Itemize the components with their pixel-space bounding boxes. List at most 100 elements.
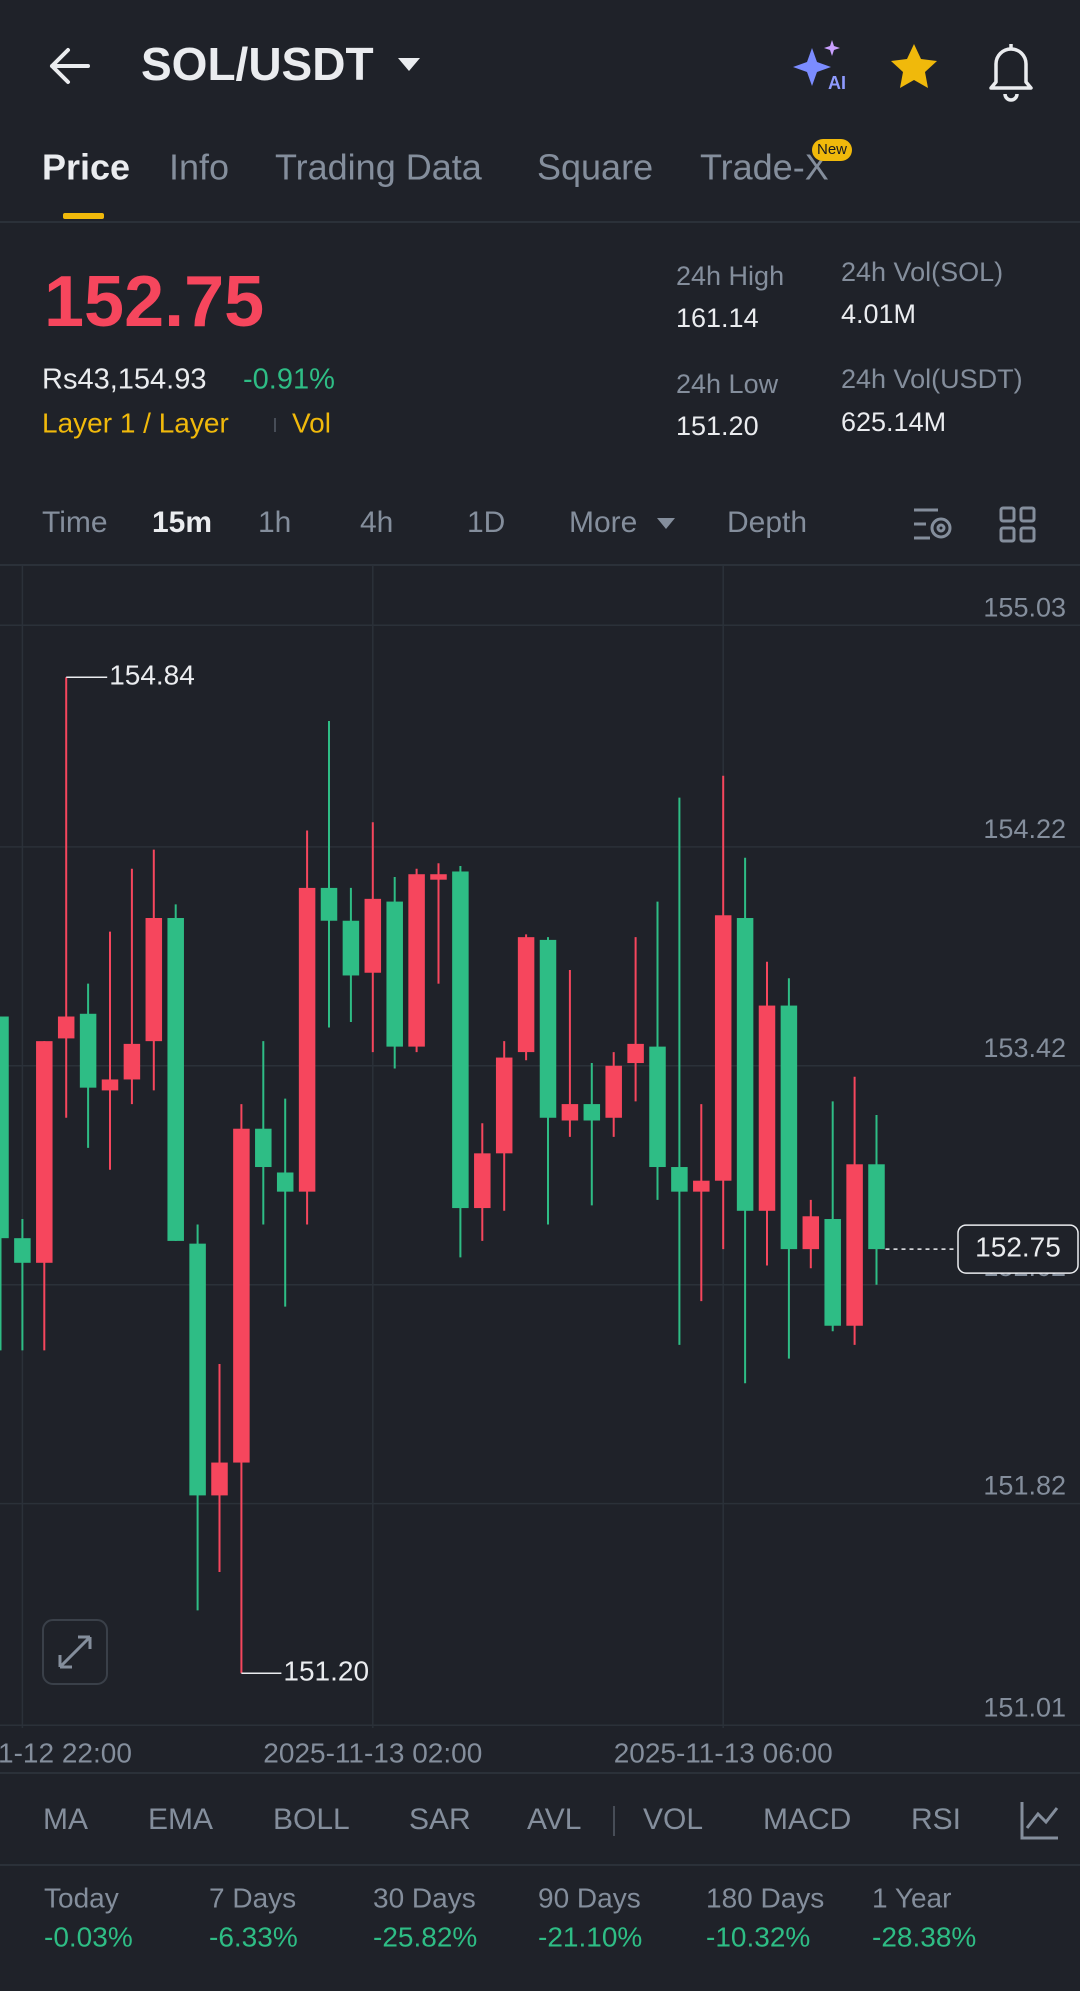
local-price: Rs43,154.93 (42, 364, 206, 396)
candle-body (211, 1462, 228, 1496)
candle-body (430, 874, 447, 880)
active-tab-indicator (63, 213, 104, 219)
indicator[interactable]: SAR (409, 1803, 471, 1836)
candle-body (408, 874, 425, 1047)
period-label: 1 Year (872, 1882, 951, 1913)
new-badge (812, 139, 852, 161)
fullscreen-button[interactable] (42, 1619, 108, 1685)
period-change: -21.10% (538, 1921, 642, 1952)
tab[interactable]: Trade-X (700, 147, 829, 188)
interval[interactable]: Depth (727, 506, 807, 539)
y-tick-label: 153.42 (983, 1033, 1066, 1063)
candle-body (276, 1172, 294, 1192)
y-tick-label: 151.01 (983, 1692, 1066, 1722)
back-button[interactable] (50, 48, 90, 84)
period-change: -0.03% (44, 1921, 133, 1952)
interval[interactable]: 1h (258, 506, 291, 539)
stat-label: 24h Vol(SOL) (841, 257, 1003, 287)
period-label: 7 Days (209, 1882, 296, 1913)
interval[interactable]: 1D (467, 506, 505, 539)
period-change: -10.32% (706, 1921, 810, 1952)
period-label: 180 Days (706, 1882, 824, 1913)
stat-label: 24h Low (676, 369, 779, 399)
indicator[interactable]: AVL (527, 1803, 581, 1836)
pair-dropdown[interactable] (398, 58, 420, 71)
period-label: 90 Days (538, 1882, 641, 1913)
price-change: -0.91% (243, 364, 335, 396)
candle-body (802, 1216, 820, 1250)
candle-body (298, 887, 316, 1192)
last-price: 152.75 (44, 262, 264, 342)
candle-body (123, 1043, 141, 1080)
favorite-button[interactable] (891, 44, 937, 88)
candle-body (495, 1057, 513, 1154)
candle-body (714, 915, 732, 1181)
chart-settings-button[interactable] (914, 508, 952, 540)
candle-body (189, 1243, 206, 1496)
y-tick-label: 155.03 (983, 592, 1066, 622)
tab[interactable]: Info (169, 147, 229, 188)
x-tick-label: 2025-11-12 22:00 (0, 1737, 132, 1768)
period-change: -6.33% (209, 1921, 298, 1952)
volume-tag[interactable]: Vol (292, 407, 331, 438)
more-dropdown[interactable] (657, 518, 675, 529)
candle-body (583, 1104, 601, 1121)
candle-body (167, 918, 184, 1241)
candle-body (474, 1153, 491, 1209)
candle-body (320, 887, 338, 921)
indicator[interactable]: BOLL (273, 1803, 350, 1836)
last-price-box (957, 1224, 1079, 1274)
ai-button[interactable]: AI (793, 40, 846, 93)
candle-body (233, 1128, 250, 1463)
indicator-settings-button[interactable] (1020, 1802, 1059, 1840)
candlestick-chart: 155.03154.22153.42152.62151.82151.012025… (0, 565, 1080, 1768)
y-tick-label: 154.22 (983, 814, 1066, 844)
indicator[interactable]: RSI (911, 1803, 961, 1836)
period-change: -25.82% (373, 1921, 477, 1952)
candle-body (649, 1046, 666, 1168)
interval[interactable]: 15m (152, 506, 212, 539)
candle-body (79, 1013, 97, 1088)
indicator[interactable]: VOL (643, 1803, 703, 1836)
candle-body (101, 1079, 119, 1091)
candle-body (342, 920, 360, 976)
candle-body (255, 1128, 272, 1168)
layout-button[interactable] (999, 506, 1036, 543)
indicator[interactable]: MACD (763, 1803, 851, 1836)
stat-value: 625.14M (841, 407, 946, 437)
period-change: -28.38% (872, 1921, 976, 1952)
candle-body (561, 1104, 579, 1121)
y-tick-label: 151.82 (983, 1471, 1066, 1501)
tab[interactable]: Price (42, 147, 130, 188)
x-tick-label: 2025-11-13 02:00 (263, 1737, 482, 1768)
pair-title[interactable]: SOL/USDT (141, 38, 374, 90)
stat-label: 24h Vol(USDT) (841, 364, 1023, 394)
last-price-label: 152.75 (975, 1232, 1061, 1263)
candle-body (0, 1016, 9, 1239)
new-badge-text: New (817, 141, 847, 158)
candle-body (539, 939, 557, 1118)
stat-value: 151.20 (676, 411, 759, 441)
max-marker-label: 154.84 (109, 660, 195, 691)
candle-body (824, 1219, 841, 1326)
sector-tag[interactable]: Layer 1 / Layer (42, 407, 229, 438)
interval[interactable]: Time (42, 506, 108, 539)
indicator[interactable]: MA (43, 1803, 88, 1836)
interval[interactable]: More (569, 506, 637, 539)
svg-text:AI: AI (828, 73, 846, 93)
candle-body (693, 1180, 710, 1192)
candle-body (517, 937, 535, 1053)
indicator[interactable]: EMA (148, 1803, 213, 1836)
tab[interactable]: Square (537, 147, 653, 188)
interval[interactable]: 4h (360, 506, 393, 539)
notification-button[interactable] (989, 44, 1033, 102)
x-tick-label: 2025-11-13 06:00 (614, 1737, 833, 1768)
candle-body (627, 1043, 644, 1064)
tab[interactable]: Trading Data (275, 147, 483, 188)
stat-value: 161.14 (676, 303, 759, 333)
candle-body (57, 1016, 75, 1039)
candle-body (780, 1005, 798, 1250)
